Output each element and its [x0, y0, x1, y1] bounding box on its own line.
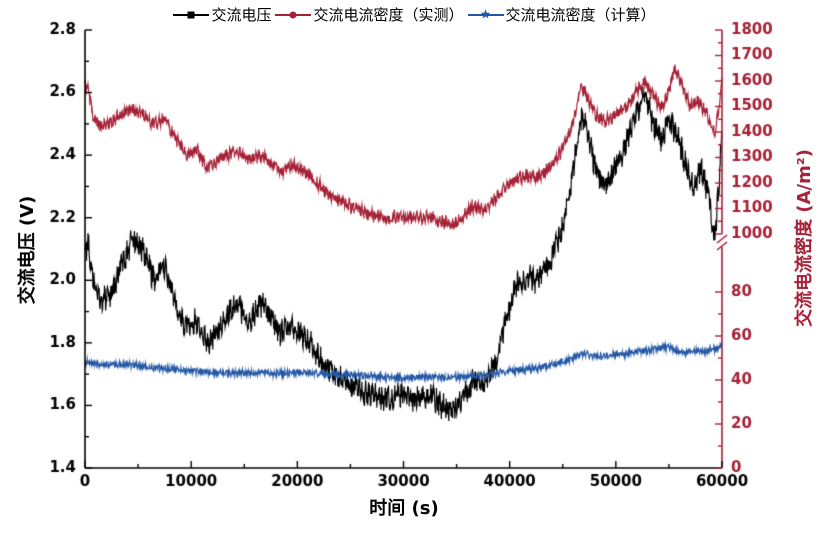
legend-label-calculated-current: 交流电流密度（计算） [505, 6, 656, 24]
square-marker-icon [187, 11, 195, 18]
legend: 交流电压 交流电流密度（实测） ★ 交流电流密度（计算） [0, 4, 829, 25]
voltage-line-swatch [173, 7, 210, 23]
right-y-axis-title: 交流电流密度 (A/m²) [794, 149, 815, 327]
measured-current-line-swatch [275, 7, 312, 23]
legend-item-calculated-current: ★ 交流电流密度（计算） [467, 4, 656, 25]
star-marker-icon: ★ [479, 7, 492, 22]
legend-label-voltage: 交流电压 [211, 6, 272, 24]
legend-label-measured-current: 交流电流密度（实测） [313, 6, 464, 24]
calculated-current-line-swatch: ★ [467, 7, 504, 23]
legend-item-voltage: 交流电压 [173, 4, 271, 25]
x-axis-title: 时间 (s) [369, 498, 439, 519]
legend-line [467, 13, 504, 16]
circle-marker-icon [289, 11, 297, 18]
left-y-axis-title: 交流电压 (V) [17, 195, 38, 305]
legend-item-measured-current: 交流电流密度（实测） [275, 4, 464, 25]
